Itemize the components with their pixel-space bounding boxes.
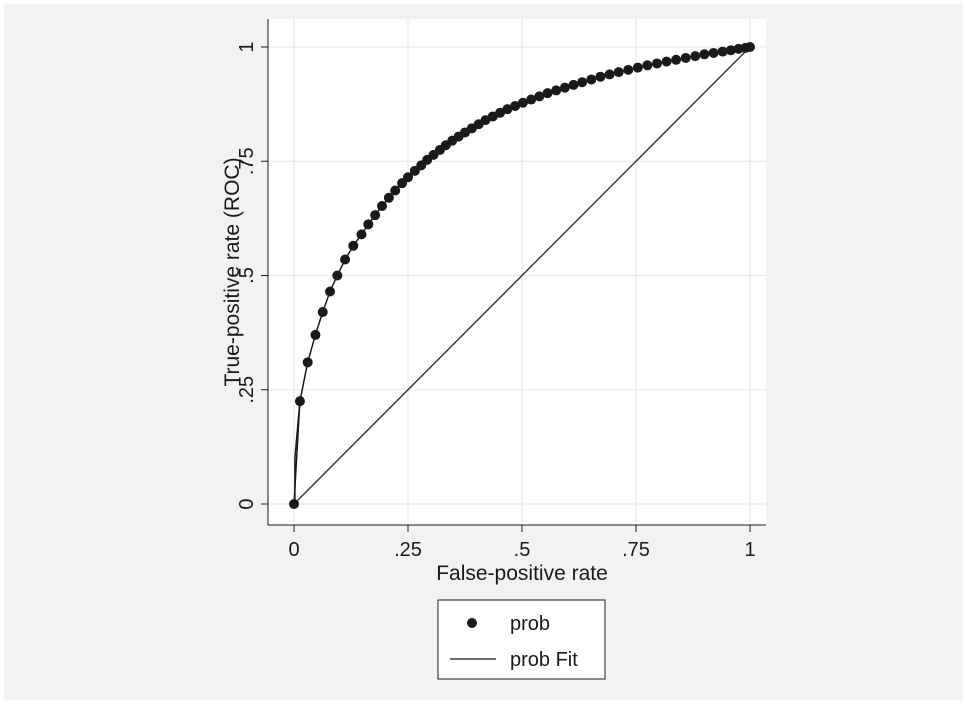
chart-frame: 0 .25 .5 .75 1 0 .25 .5 .75 1 False-positive rate… [4,4,963,700]
data-point-prob-13 [383,192,394,203]
data-point-prob-3 [310,329,321,340]
y-tick-label-2: .5 [236,267,258,284]
data-point-prob-12 [377,201,388,212]
data-point-prob-41 [586,74,597,85]
y-tick-label-4: 1 [236,41,258,52]
data-point-prob-33 [517,97,528,108]
data-point-prob-34 [526,94,537,105]
data-point-prob-32 [510,100,521,111]
data-point-prob-40 [577,77,588,88]
data-point-prob-7 [340,254,351,265]
data-point-prob-39 [568,79,579,90]
legend-label-prob-fit: prob Fit [510,649,578,671]
data-point-prob-43 [604,69,615,80]
y-tick-label-3: .75 [236,147,258,175]
x-tick-label-0: 0 [288,539,299,561]
legend-marker-prob [467,618,477,628]
data-point-prob-5 [325,286,336,297]
data-point-prob-14 [390,185,401,196]
data-point-prob-44 [613,67,624,78]
data-point-prob-54 [708,47,719,58]
y-axis-title: True-positive rate (ROC) [221,157,244,386]
data-point-prob-31 [502,104,513,115]
data-point-prob-42 [595,71,606,82]
series-group [289,42,755,509]
x-tick-label-4: 1 [744,539,755,561]
axes: 0 .25 .5 .75 1 0 .25 .5 .75 1 [236,19,766,561]
data-point-prob-1 [294,396,305,407]
data-point-prob-35 [534,91,545,102]
data-point-prob-11 [370,210,381,221]
data-point-prob-37 [551,85,562,96]
series-prob-origin-segment [294,401,301,504]
data-point-prob-50 [671,54,682,65]
data-point-prob-49 [661,56,672,67]
data-point-prob-53 [699,49,710,60]
data-point-prob-52 [690,51,701,62]
data-point-prob-47 [642,60,653,71]
data-point-prob-6 [332,270,343,281]
y-tick-label-0: 0 [236,498,258,509]
data-point-prob-51 [680,52,691,63]
data-point-prob-45 [623,64,634,75]
data-point-prob-56 [725,45,736,56]
data-point-prob-16 [403,172,413,183]
legend-box [437,599,606,680]
x-tick-label-1: .25 [394,539,422,561]
data-point-prob-38 [559,82,570,93]
x-axis-title: False-positive rate [436,562,608,585]
data-point-prob-4 [317,307,328,318]
data-point-prob-55 [717,46,728,57]
data-point-prob-8 [348,240,359,251]
data-point-prob-9 [356,229,367,240]
data-point-prob-0 [289,499,299,509]
x-tick-label-2: .5 [514,539,531,561]
data-point-prob-59 [745,42,755,52]
legend-label-prob: prob [510,613,550,635]
x-tick-label-3: .75 [622,539,650,561]
data-point-prob-2 [302,357,313,368]
series-prob-fit-line [293,46,751,505]
roc-chart: 0 .25 .5 .75 1 0 .25 .5 .75 1 False-positive rate… [221,19,766,680]
data-point-prob-48 [651,58,662,69]
data-point-prob-46 [632,62,643,73]
data-point-prob-36 [542,88,553,99]
y-tick-label-1: .25 [236,376,258,404]
legend: prob prob Fit [437,599,606,680]
data-point-prob-10 [363,219,374,230]
plot-area [268,19,766,525]
